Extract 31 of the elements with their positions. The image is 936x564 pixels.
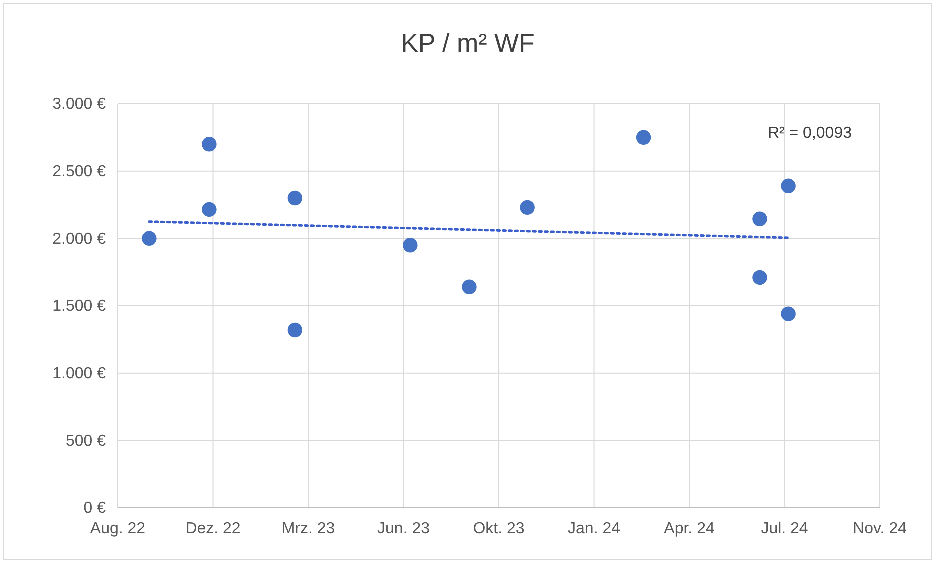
x-tick-label: Nov. 24 bbox=[853, 520, 908, 538]
point bbox=[781, 306, 796, 322]
x-tick-label: Dez. 22 bbox=[186, 520, 241, 538]
y-tick-label: 500 € bbox=[66, 432, 106, 450]
y-tick-label: 1.500 € bbox=[52, 298, 106, 316]
annotation: R² = 0,0093 bbox=[768, 125, 852, 142]
point bbox=[288, 190, 303, 206]
y-tick-label: 2.500 € bbox=[52, 163, 106, 180]
point bbox=[403, 238, 418, 253]
point bbox=[781, 178, 796, 194]
x-tick-label: Okt. 23 bbox=[473, 520, 525, 538]
chart-title: KP / m² WF bbox=[401, 28, 535, 58]
y-tick-label: 3.000 € bbox=[52, 96, 106, 114]
point bbox=[462, 280, 477, 294]
y-tick-label: 2.000 € bbox=[52, 230, 106, 248]
x-tick-label: Apr. 24 bbox=[664, 520, 715, 538]
x-tick-label: Mrz. 23 bbox=[282, 520, 336, 538]
point bbox=[520, 200, 535, 216]
x-tick-label: Jul. 24 bbox=[761, 520, 808, 538]
point bbox=[202, 137, 217, 152]
point bbox=[142, 231, 157, 246]
y-tick-label: 0 € bbox=[84, 500, 106, 518]
y-tick-label: 1.000 € bbox=[52, 365, 106, 382]
point bbox=[288, 322, 303, 338]
point bbox=[752, 212, 768, 226]
x-tick-label: Jan. 24 bbox=[568, 520, 621, 538]
point bbox=[752, 270, 768, 286]
point bbox=[202, 202, 217, 218]
x-tick-label: Jun. 23 bbox=[378, 520, 430, 538]
point bbox=[636, 130, 652, 146]
x-tick-label: Aug. 22 bbox=[90, 520, 146, 538]
